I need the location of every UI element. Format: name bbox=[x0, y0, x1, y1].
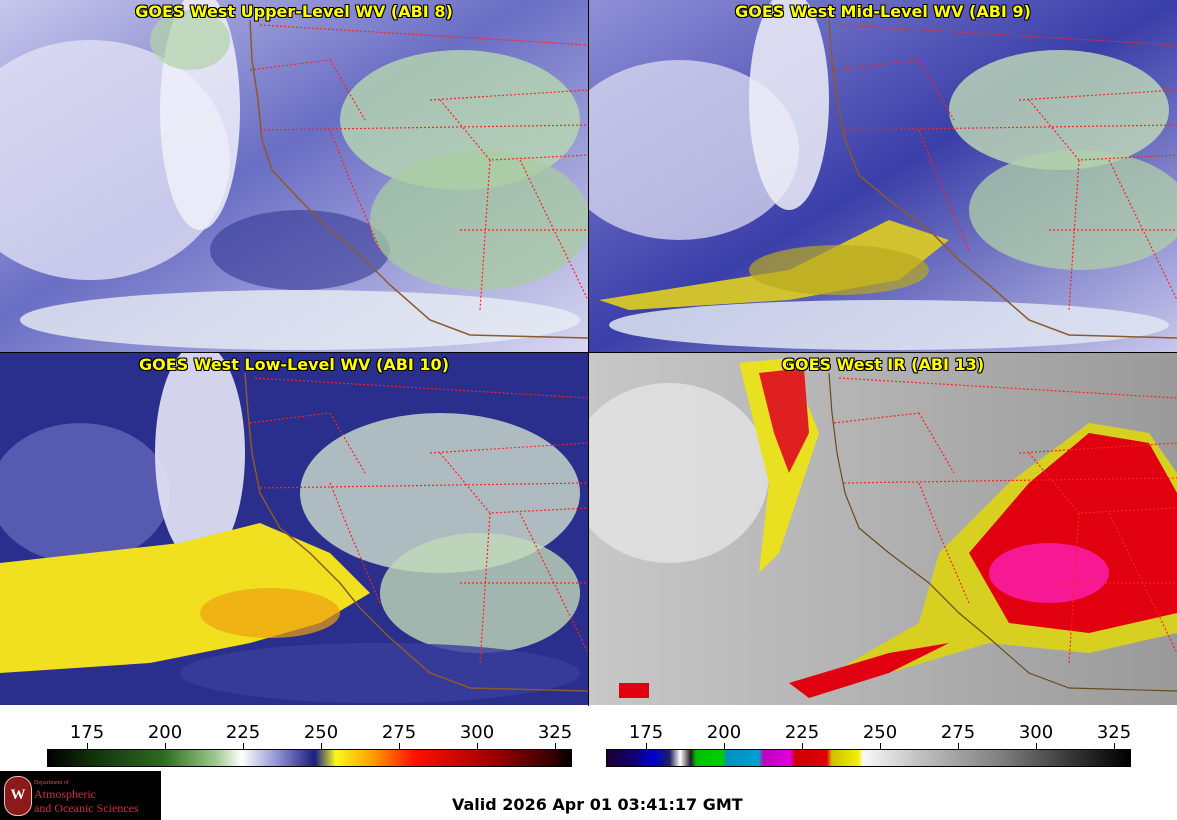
wv-tick-label: 325 bbox=[537, 722, 573, 743]
ir-tick-label: 175 bbox=[628, 722, 664, 743]
ir-tick-label: 325 bbox=[1096, 722, 1132, 743]
panel-title: GOES West Low-Level WV (ABI 10) bbox=[138, 355, 449, 374]
ir-colorbar-gradient bbox=[606, 749, 1131, 767]
wv-tick-mark bbox=[87, 743, 88, 749]
ir-tick-mark bbox=[958, 743, 959, 749]
ir-colorbar: 175 200 225 250 275 300 325 bbox=[589, 706, 1177, 770]
panel-title: GOES West Mid-Level WV (ABI 9) bbox=[735, 2, 1031, 21]
ir-tick-mark bbox=[880, 743, 881, 749]
wv-tick-label: 200 bbox=[147, 722, 183, 743]
wv-colorbar: 175 200 225 250 275 300 325 bbox=[0, 706, 588, 770]
ir-tick-label: 225 bbox=[784, 722, 820, 743]
logo-line1: Atmospheric bbox=[34, 787, 96, 801]
wv-tick-label: 225 bbox=[225, 722, 261, 743]
upper-level-wv-image bbox=[0, 0, 588, 352]
panel-divider-horizontal bbox=[0, 352, 1177, 353]
panel-title: GOES West Upper-Level WV (ABI 8) bbox=[135, 2, 453, 21]
wv-tick-label: 275 bbox=[381, 722, 417, 743]
wv-tick-label: 175 bbox=[69, 722, 105, 743]
wv-tick-label: 250 bbox=[303, 722, 339, 743]
ir-panel: GOES West IR (ABI 13) bbox=[589, 353, 1177, 705]
upper-level-wv-panel: GOES West Upper-Level WV (ABI 8) bbox=[0, 0, 588, 352]
mid-level-wv-image bbox=[589, 0, 1177, 352]
panel-title: GOES West IR (ABI 13) bbox=[781, 355, 985, 374]
ir-tick-label: 200 bbox=[706, 722, 742, 743]
low-level-wv-image bbox=[0, 353, 588, 705]
wv-colorbar-gradient bbox=[47, 749, 572, 767]
mid-level-wv-panel: GOES West Mid-Level WV (ABI 9) bbox=[589, 0, 1177, 352]
ir-tick-mark bbox=[646, 743, 647, 749]
ir-tick-mark bbox=[724, 743, 725, 749]
aos-logo: W Department of Atmospheric and Oceanic … bbox=[0, 771, 161, 820]
valid-timestamp: Valid 2026 Apr 01 03:41:17 GMT bbox=[452, 795, 743, 814]
ir-tick-mark bbox=[1036, 743, 1037, 749]
uw-seal-icon: W bbox=[4, 776, 32, 816]
wv-tick-mark bbox=[399, 743, 400, 749]
wv-colorbar-tick-labels: 175 200 225 250 275 300 325 bbox=[0, 722, 588, 744]
ir-tick-mark bbox=[802, 743, 803, 749]
ir-colorbar-tick-labels: 175 200 225 250 275 300 325 bbox=[589, 722, 1177, 744]
ir-tick-mark bbox=[1114, 743, 1115, 749]
ir-tick-label: 250 bbox=[862, 722, 898, 743]
wv-tick-mark bbox=[243, 743, 244, 749]
ir-image bbox=[589, 353, 1177, 705]
panel-divider-vertical bbox=[588, 0, 589, 706]
wv-tick-mark bbox=[477, 743, 478, 749]
seal-letter: W bbox=[10, 787, 26, 803]
low-level-wv-panel: GOES West Low-Level WV (ABI 10) bbox=[0, 353, 588, 705]
logo-line2: and Oceanic Sciences bbox=[34, 801, 139, 815]
ir-tick-label: 275 bbox=[940, 722, 976, 743]
logo-dept-text: Department of bbox=[34, 780, 69, 786]
wv-tick-mark bbox=[321, 743, 322, 749]
wv-tick-label: 300 bbox=[459, 722, 495, 743]
wv-tick-mark bbox=[555, 743, 556, 749]
wv-tick-mark bbox=[165, 743, 166, 749]
ir-tick-label: 300 bbox=[1018, 722, 1054, 743]
